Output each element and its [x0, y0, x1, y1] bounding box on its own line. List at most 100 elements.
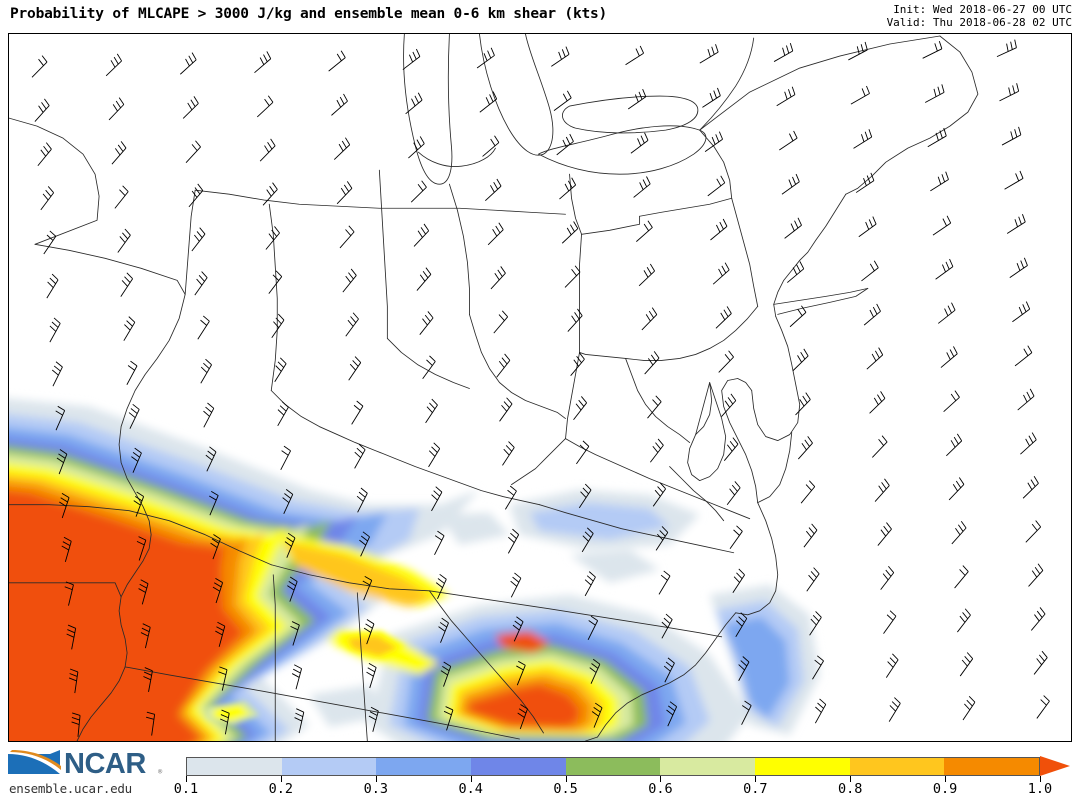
colorbar-band-0.5 — [565, 758, 661, 775]
ncar-logo-glyph — [8, 750, 61, 774]
oh-in-border — [448, 183, 470, 315]
md-wv — [625, 358, 691, 444]
mo-ar-border — [9, 504, 272, 566]
colorbar-tick-0.3 — [375, 776, 377, 782]
delmarva-east — [757, 432, 793, 504]
pa-north — [581, 215, 641, 235]
colorbar-tick-0.8 — [850, 776, 852, 782]
new-jersey — [751, 315, 801, 442]
ny-west — [569, 173, 582, 235]
page-title: Probability of MLCAPE > 3000 J/kg and en… — [10, 6, 608, 22]
in-il-border — [378, 169, 388, 339]
colorbar-band-0.2 — [281, 758, 377, 775]
lake-ontario — [562, 95, 699, 134]
colorbar-label-0.8: 0.8 — [838, 781, 863, 797]
colorbar-tick-0.9 — [945, 776, 947, 782]
wv-west — [565, 352, 580, 439]
al-ms-border — [272, 574, 276, 741]
colorbar-tick-0.6 — [660, 776, 662, 782]
colorbar-tick-0.5 — [565, 776, 567, 782]
ncar-logo[interactable]: NCAR ® ensemble.ucar.edu — [6, 748, 176, 796]
colorbar-label-1.0: 1.0 — [1027, 781, 1053, 797]
northern-state-line — [194, 189, 566, 215]
colorbar[interactable] — [186, 756, 1070, 776]
sc-coast-end — [585, 736, 598, 741]
pa-south — [625, 305, 759, 361]
map-canvas[interactable] — [8, 33, 1072, 742]
ncar-wordmark: NCAR — [64, 748, 146, 780]
header-bar: Probability of MLCAPE > 3000 J/kg and en… — [0, 0, 1080, 31]
colorbar-tick-0.4 — [470, 776, 472, 782]
colorbar-band-0.7 — [755, 758, 850, 775]
map-svg — [9, 34, 1071, 741]
lake-michigan-south — [417, 147, 496, 167]
oh-ky-border — [469, 313, 566, 419]
colorbar-label-0.4: 0.4 — [458, 781, 483, 797]
colorbar-tick-0.2 — [280, 776, 282, 782]
ne-coast-2 — [799, 193, 847, 261]
colorbar-label-0.3: 0.3 — [363, 781, 388, 797]
probability-shading-secondary — [205, 630, 406, 725]
il-ia-border — [184, 189, 196, 295]
ky-tn-border — [270, 390, 540, 506]
colorbar-label-0.1: 0.1 — [173, 781, 199, 797]
colorbar-band-0.4 — [471, 758, 566, 775]
long-island — [773, 287, 869, 305]
gulf-states-line — [124, 666, 520, 740]
colorbar-label-0.9: 0.9 — [932, 781, 958, 797]
colorbar-label-0.2: 0.2 — [268, 781, 294, 797]
colorbar-ticks — [186, 776, 1070, 782]
colorbar-band-0.8 — [849, 758, 945, 775]
wv-ky — [511, 438, 566, 486]
ny-pa-border — [639, 197, 733, 217]
pa-south-2 — [579, 352, 627, 359]
ar-border — [9, 582, 122, 598]
forecast-timestamps: Init: Wed 2018-06-27 00 UTC Valid: Thu 2… — [887, 3, 1072, 29]
colorbar-label-0.5: 0.5 — [553, 781, 578, 797]
new-england-coast — [845, 35, 979, 195]
ga-al-border — [356, 592, 368, 741]
colorbar-tick-1.0 — [1040, 776, 1041, 782]
colorbar-bands — [186, 757, 1040, 776]
potomac — [669, 466, 725, 522]
lake-huron-arm — [479, 34, 554, 156]
st-lawrence — [699, 37, 755, 131]
colorbar-tick-0.7 — [755, 776, 757, 782]
nc-va-line — [539, 504, 735, 554]
west-state-outline — [9, 117, 100, 245]
colorbar-tick-0.1 — [186, 776, 187, 782]
long-island-south — [777, 287, 869, 315]
colorbar-label-0.7: 0.7 — [743, 781, 768, 797]
colorbar-overflow-arrow — [1040, 756, 1070, 776]
nc-sc-border — [428, 590, 723, 638]
init-time: Init: Wed 2018-06-27 00 UTC — [893, 3, 1072, 16]
chesapeake-bay — [687, 382, 727, 482]
pa-ny-east — [731, 197, 759, 307]
map-borders — [9, 34, 979, 741]
ncar-url[interactable]: ensemble.ucar.edu — [9, 781, 132, 796]
chesapeake-inner — [695, 382, 713, 435]
valid-time: Valid: Thu 2018-06-28 02 UTC — [886, 16, 1072, 29]
colorbar-band-0.6 — [660, 758, 756, 775]
probability-shading — [9, 398, 820, 741]
ny-east-border — [699, 129, 733, 199]
ia-mo-line — [34, 243, 186, 295]
nc-coast-north — [735, 502, 779, 616]
ny-coast — [773, 259, 801, 317]
mississippi-river — [76, 293, 186, 741]
lake-michigan — [403, 34, 453, 185]
pa-west — [579, 233, 582, 353]
canada-border — [699, 35, 941, 131]
delmarva-west — [721, 378, 759, 504]
lake-erie — [538, 125, 707, 175]
colorbar-band-0.3 — [376, 758, 472, 775]
colorbar-label-0.6: 0.6 — [648, 781, 673, 797]
va-nc-border — [565, 438, 751, 520]
il-in-west — [268, 203, 278, 391]
sc-coast — [597, 612, 737, 738]
registered-mark: ® — [158, 768, 163, 776]
tn-ky-south — [270, 564, 430, 592]
colorbar-labels: 0.1 0.2 0.3 0.4 0.5 0.6 0.7 0.8 0.9 1.0 — [0, 781, 1080, 799]
colorbar-band-0.9 — [944, 758, 1040, 775]
